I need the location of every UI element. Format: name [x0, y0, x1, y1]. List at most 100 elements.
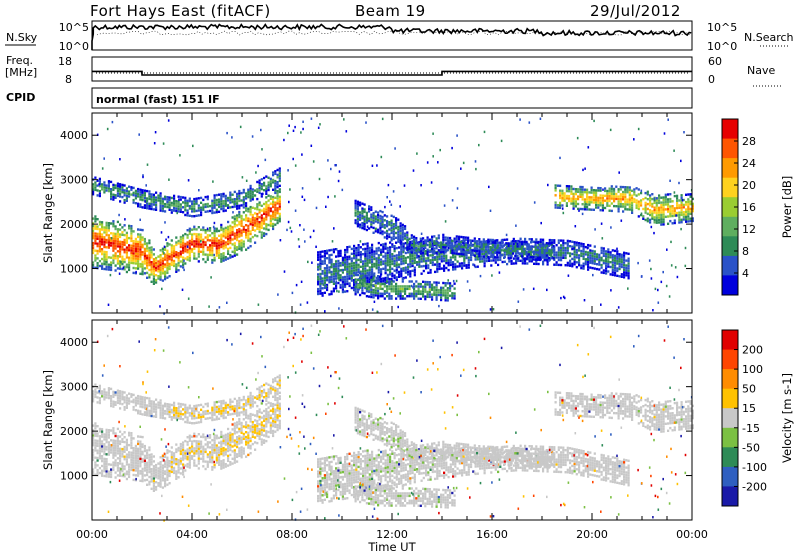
echo-cell — [96, 451, 99, 455]
echo-cell — [532, 258, 535, 261]
echo-cell — [588, 208, 591, 211]
echo-cell — [132, 461, 135, 464]
echo-cell — [674, 266, 677, 269]
echo-cell — [542, 241, 545, 244]
echo-cell — [443, 267, 446, 270]
echo-cell — [380, 155, 383, 159]
echo-cell — [541, 249, 544, 252]
echo-cell — [167, 119, 170, 122]
echo-cell — [366, 271, 369, 275]
echo-cell — [404, 287, 407, 291]
echo-cell — [526, 255, 529, 258]
echo-cell — [114, 454, 117, 457]
echo-cell — [386, 277, 389, 281]
echo-cell — [107, 189, 110, 193]
echo-cell — [186, 251, 189, 254]
echo-cell — [595, 206, 598, 209]
echo-cell — [662, 215, 665, 219]
echo-cell — [128, 256, 131, 259]
echo-cell — [128, 443, 131, 447]
echo-cell — [610, 202, 613, 205]
echo-cell — [272, 200, 275, 204]
echo-cell — [384, 247, 387, 250]
echo-cell — [110, 429, 113, 432]
echo-cell — [469, 251, 472, 254]
echo-cell — [139, 258, 142, 261]
echo-cell — [143, 272, 146, 275]
echo-cell — [112, 449, 115, 452]
echo-cell — [211, 251, 214, 254]
echo-cell — [561, 199, 564, 202]
echo-cell — [231, 205, 234, 209]
echo-cell — [662, 213, 665, 216]
echo-cell — [655, 216, 658, 219]
echo-cell — [602, 188, 604, 191]
echo-cell — [471, 251, 474, 255]
echo-cell — [94, 217, 97, 221]
echo-cell — [155, 203, 158, 207]
echo-cell — [148, 456, 151, 459]
echo-cell — [371, 263, 374, 266]
echo-cell — [238, 197, 241, 200]
echo-cell — [139, 452, 142, 456]
echo-cell — [332, 275, 335, 278]
echo-cell — [116, 230, 119, 233]
echo-cell — [152, 253, 155, 256]
echo-cell — [464, 251, 467, 254]
echo-cell — [460, 240, 463, 244]
echo-cell — [467, 246, 470, 249]
echo-cell — [328, 256, 331, 259]
echo-cell — [473, 247, 476, 250]
echo-cell — [164, 455, 167, 458]
echo-cell — [444, 248, 447, 251]
echo-cell — [321, 292, 324, 295]
echo-cell — [460, 252, 463, 256]
echo-cell — [601, 194, 604, 197]
echo-cell — [170, 251, 173, 254]
echo-cell — [551, 239, 554, 242]
echo-cell — [384, 259, 387, 263]
echo-cell — [579, 190, 582, 194]
echo-cell — [137, 195, 140, 198]
echo-cell — [346, 277, 349, 281]
echo-cell — [222, 202, 225, 205]
echo-cell — [359, 201, 362, 204]
echo-cell — [107, 222, 110, 225]
echo-cell — [107, 229, 110, 232]
echo-cell — [514, 240, 517, 243]
echo-cell — [527, 243, 530, 246]
echo-cell — [276, 190, 279, 193]
echo-cell — [344, 285, 347, 288]
echo-cell — [278, 212, 281, 216]
echo-cell — [157, 265, 160, 268]
echo-cell — [418, 265, 421, 268]
echo-cell — [182, 234, 185, 237]
echo-cell — [159, 263, 162, 267]
echo-cell — [182, 251, 185, 254]
echo-cell — [388, 221, 391, 224]
echo-cell — [539, 117, 542, 120]
echo-cell — [128, 246, 131, 250]
echo-cell — [514, 247, 517, 250]
echo-cell — [251, 188, 254, 191]
echo-cell — [139, 445, 142, 448]
echo-cell — [600, 251, 603, 255]
echo-cell — [161, 247, 164, 250]
echo-cell — [550, 257, 553, 260]
echo-cell — [258, 179, 261, 182]
echo-cell — [220, 258, 223, 261]
echo-cell — [94, 239, 97, 243]
echo-cell — [509, 242, 512, 245]
echo-cell — [121, 183, 124, 187]
echo-cell — [359, 276, 362, 280]
echo-cell — [368, 219, 371, 223]
echo-cell — [164, 210, 167, 213]
echo-cell — [239, 125, 242, 129]
echo-cell — [402, 269, 405, 272]
echo-cell — [119, 255, 122, 258]
echo-cell — [166, 200, 169, 204]
echo-cell — [128, 463, 131, 466]
echo-cell — [137, 233, 140, 236]
echo-cell — [391, 255, 394, 258]
echo-cell — [247, 237, 250, 240]
